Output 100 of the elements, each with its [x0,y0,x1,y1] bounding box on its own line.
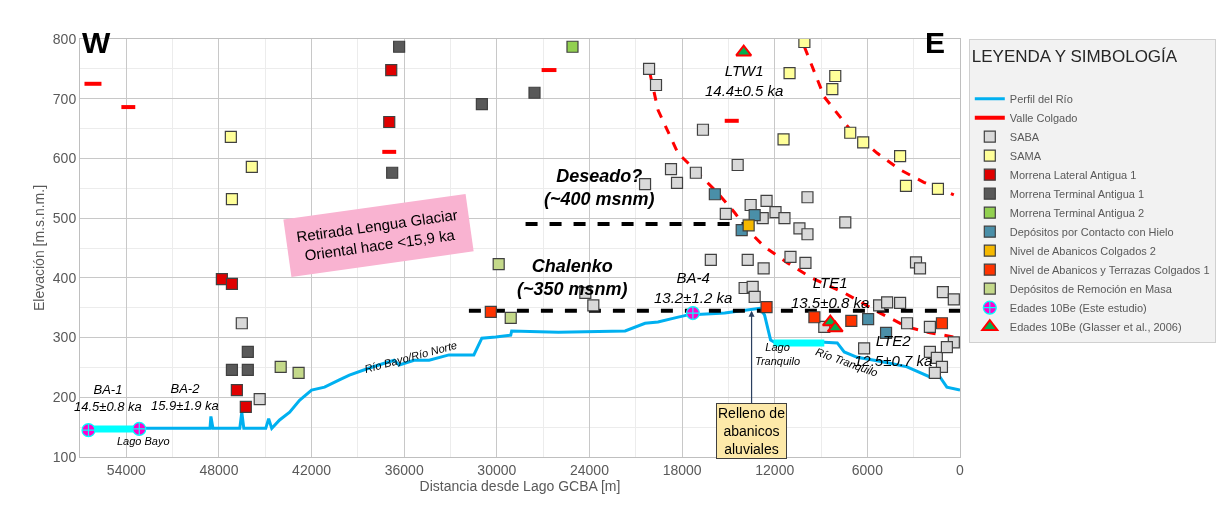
y-tick-label: 300 [52,329,77,346]
point [748,209,761,222]
point [826,320,844,333]
point [900,317,914,330]
point [224,130,237,144]
point [862,312,875,326]
legend-label: Nivel de Abanicos Colgados 2 [1009,244,1156,257]
point [748,290,761,304]
point [808,311,821,324]
point [685,305,701,321]
point [826,83,839,96]
point [235,317,248,330]
point [492,258,505,271]
legend-label: Depósitos de Remoción en Masa [1009,282,1173,295]
point [587,299,600,312]
x-tick-label: 18000 [662,461,702,478]
point [393,40,406,53]
point [760,194,773,207]
point [245,160,258,173]
point [801,191,814,204]
point [253,392,266,406]
x-tick-label: 54000 [106,461,146,478]
point [719,207,732,221]
point [923,320,936,333]
annotation: LTE1 13.5±0.8 ka [791,274,870,311]
annotation: E [925,26,946,59]
point [947,293,960,306]
point [292,366,305,379]
point [386,166,399,179]
annotation: Chalenko (~350 msnm) [517,256,628,300]
y-tick-label: 600 [52,150,77,167]
annotation: BA-2 15.9±1.9 ka [151,381,219,413]
point [742,219,755,232]
point [899,179,913,192]
point [839,216,852,229]
legend-title: LEYENDA Y SIMBOLOGÍA [971,47,1178,67]
annotation: Retirada Lengua Glaciar Oriental hace <15,9 ka [295,205,459,264]
point [829,69,842,83]
point [784,250,797,264]
y-axis-title: Elevación [m.s.n.m.] [31,184,48,312]
point [81,423,96,438]
y-tick-label: 500 [52,210,77,227]
point [844,126,857,139]
point [225,363,239,376]
x-axis-title: Distancia desde Lago GCBA [m] [419,477,621,494]
point [484,305,497,318]
x-tick-label: 24000 [570,461,610,478]
x-tick-label: 42000 [292,461,332,478]
point [225,192,239,206]
point [708,188,721,201]
x-tick-label: 36000 [384,461,424,478]
point [881,296,894,309]
legend-label: Nivel de Abanicos y Terrazas Colgados 1 [1009,263,1210,276]
y-tick-label: 200 [52,389,77,406]
x-tick-label: 48000 [199,461,239,478]
y-tick-label: 700 [52,90,77,107]
point [230,384,243,397]
annotation: Deseado? (~400 msnm) [544,166,655,210]
x-tick-label: 30000 [477,461,517,478]
point [777,133,790,146]
x-tick-label: 0 [956,461,965,478]
annotation: W [82,26,111,59]
point [241,345,254,358]
legend-label: SABA [1009,130,1040,143]
point [475,97,488,111]
point [857,136,870,149]
point [504,311,517,324]
annotation: Río Bayo/Río Norte [363,338,459,375]
point [894,296,907,310]
point [132,421,147,437]
point [940,341,953,354]
point [858,342,871,355]
point [383,115,396,129]
point [894,149,907,163]
annotation: Relleno de abanicos aluviales [718,405,786,458]
point [528,86,541,99]
annotation: Lago Bayo [117,435,170,447]
point [225,277,239,290]
legend-label: Morrena Terminal Antigua 2 [1009,206,1145,219]
point [760,301,773,314]
legend-label: SAMA [1009,149,1042,162]
point [931,182,945,195]
legend-label: Morrena Terminal Antigua 1 [1009,187,1145,200]
point [642,62,656,75]
point [735,44,753,57]
y-tick-label: 800 [52,30,77,47]
annotation: BA-4 13.2±1.2 ka [654,269,733,306]
point [731,158,744,172]
legend-label: Valle Colgado [1009,111,1078,124]
point [935,317,949,330]
y-tick-label: 100 [52,448,77,465]
point [670,176,684,190]
point [696,123,710,136]
point [241,363,254,376]
point [274,360,287,373]
point [778,212,791,225]
point [757,262,770,275]
x-tick-label: 12000 [755,461,795,478]
point [566,40,579,53]
legend-label: Edades 10Be (Glasser et al., 2006) [1009,320,1182,333]
